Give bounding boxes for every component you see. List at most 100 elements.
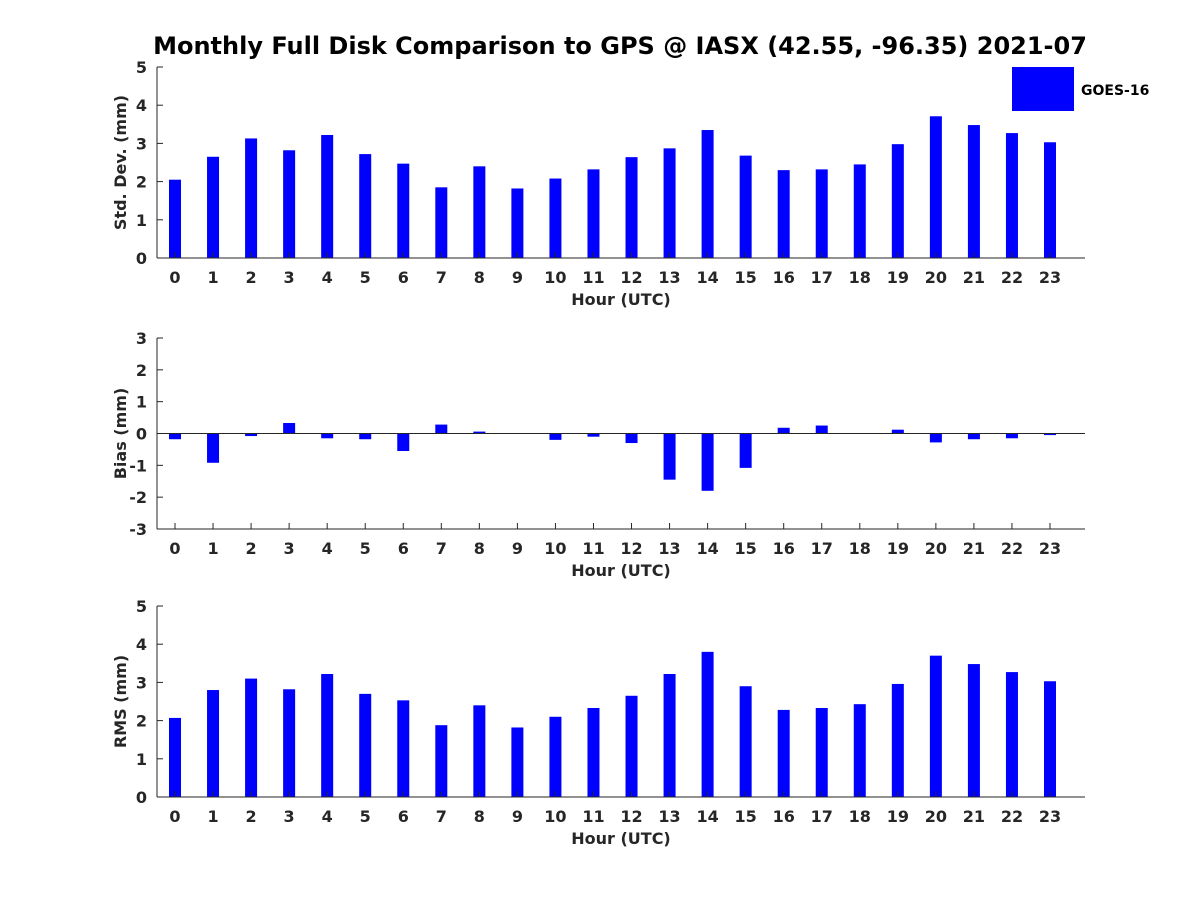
x-tick-label: 12 [620, 807, 642, 826]
x-tick-label: 18 [849, 539, 871, 558]
bar-3 [283, 422, 296, 434]
bar-10 [549, 178, 562, 258]
bar-21 [967, 125, 980, 259]
bar-20 [929, 116, 942, 258]
x-tick-label: 0 [169, 268, 180, 287]
x-tick-label: 19 [887, 268, 909, 287]
bar-1 [207, 433, 220, 463]
x-tick-label: 6 [398, 539, 409, 558]
x-tick-label: 12 [620, 268, 642, 287]
bar-17 [815, 707, 828, 797]
x-tick-label: 5 [360, 268, 371, 287]
bar-15 [739, 155, 752, 258]
x-tick-label: 6 [398, 268, 409, 287]
legend: GOES-16 [1012, 67, 1149, 111]
legend-label: GOES-16 [1081, 83, 1149, 99]
x-tick-label: 9 [512, 807, 523, 826]
y-tick-label: 1 [136, 393, 147, 412]
bar-17 [815, 169, 828, 258]
x-tick-label: 15 [735, 539, 757, 558]
bar-2 [245, 433, 258, 437]
bar-3 [283, 689, 296, 797]
x-tick-label: 10 [544, 807, 566, 826]
bar-14 [701, 433, 714, 491]
bar-18 [853, 704, 866, 797]
bar-15 [739, 686, 752, 797]
x-tick-label: 21 [963, 539, 985, 558]
x-tick-label: 5 [360, 539, 371, 558]
x-axis-label: Hour (UTC) [571, 561, 671, 580]
y-tick-label: 4 [136, 96, 147, 115]
x-tick-label: 2 [246, 268, 257, 287]
bar-12 [625, 433, 638, 444]
bar-0 [169, 433, 181, 440]
bar-0 [169, 179, 181, 258]
bar-19 [891, 683, 904, 797]
x-tick-label: 16 [773, 539, 795, 558]
x-tick-label: 15 [735, 268, 757, 287]
bar-21 [967, 433, 980, 440]
bar-23 [1044, 142, 1056, 258]
bar-5 [359, 433, 372, 440]
bar-16 [777, 170, 790, 258]
x-tick-label: 9 [512, 539, 523, 558]
bar-17 [815, 425, 828, 434]
bar-15 [739, 433, 752, 468]
bar-16 [777, 427, 790, 434]
bar-23 [1044, 681, 1056, 797]
bar-4 [321, 433, 334, 439]
bar-7 [435, 424, 448, 434]
x-tick-label: 10 [544, 268, 566, 287]
x-tick-label: 19 [887, 539, 909, 558]
bar-0 [169, 717, 181, 797]
x-tick-label: 11 [582, 539, 604, 558]
bar-14 [701, 651, 714, 797]
x-tick-label: 17 [811, 539, 833, 558]
y-tick-label: 2 [136, 712, 147, 731]
x-tick-label: 16 [773, 268, 795, 287]
x-tick-label: 16 [773, 807, 795, 826]
x-tick-label: 23 [1039, 539, 1061, 558]
bar-14 [701, 130, 714, 258]
x-tick-label: 17 [811, 268, 833, 287]
bar-4 [321, 134, 334, 258]
y-tick-label: 2 [136, 173, 147, 192]
x-tick-label: 20 [925, 539, 947, 558]
bar-3 [283, 150, 296, 258]
bar-22 [1005, 672, 1018, 797]
x-tick-label: 1 [207, 539, 218, 558]
y-tick-label: -1 [129, 456, 147, 475]
bar-6 [397, 163, 410, 258]
bar-13 [663, 433, 676, 480]
y-tick-label: -2 [129, 488, 147, 507]
bar-11 [587, 169, 600, 258]
x-tick-label: 7 [436, 539, 447, 558]
x-tick-label: 10 [544, 539, 566, 558]
x-tick-label: 21 [963, 807, 985, 826]
x-tick-label: 5 [360, 807, 371, 826]
bar-5 [359, 693, 372, 797]
bar-7 [435, 725, 448, 797]
x-tick-label: 20 [925, 268, 947, 287]
bar-22 [1005, 433, 1018, 439]
y-tick-label: 5 [136, 597, 147, 616]
x-tick-label: 22 [1001, 807, 1023, 826]
bar-6 [397, 700, 410, 797]
y-axis-label: Std. Dev. (mm) [111, 95, 130, 230]
x-tick-label: 2 [246, 807, 257, 826]
bar-11 [587, 433, 600, 437]
x-tick-label: 4 [322, 268, 333, 287]
bar-8 [473, 705, 486, 797]
y-tick-label: 4 [136, 635, 147, 654]
x-tick-label: 1 [207, 807, 218, 826]
x-tick-label: 8 [474, 807, 485, 826]
x-tick-label: 1 [207, 268, 218, 287]
x-tick-label: 21 [963, 268, 985, 287]
x-tick-label: 14 [696, 807, 718, 826]
x-tick-label: 0 [169, 807, 180, 826]
bar-13 [663, 673, 676, 797]
x-tick-label: 22 [1001, 268, 1023, 287]
